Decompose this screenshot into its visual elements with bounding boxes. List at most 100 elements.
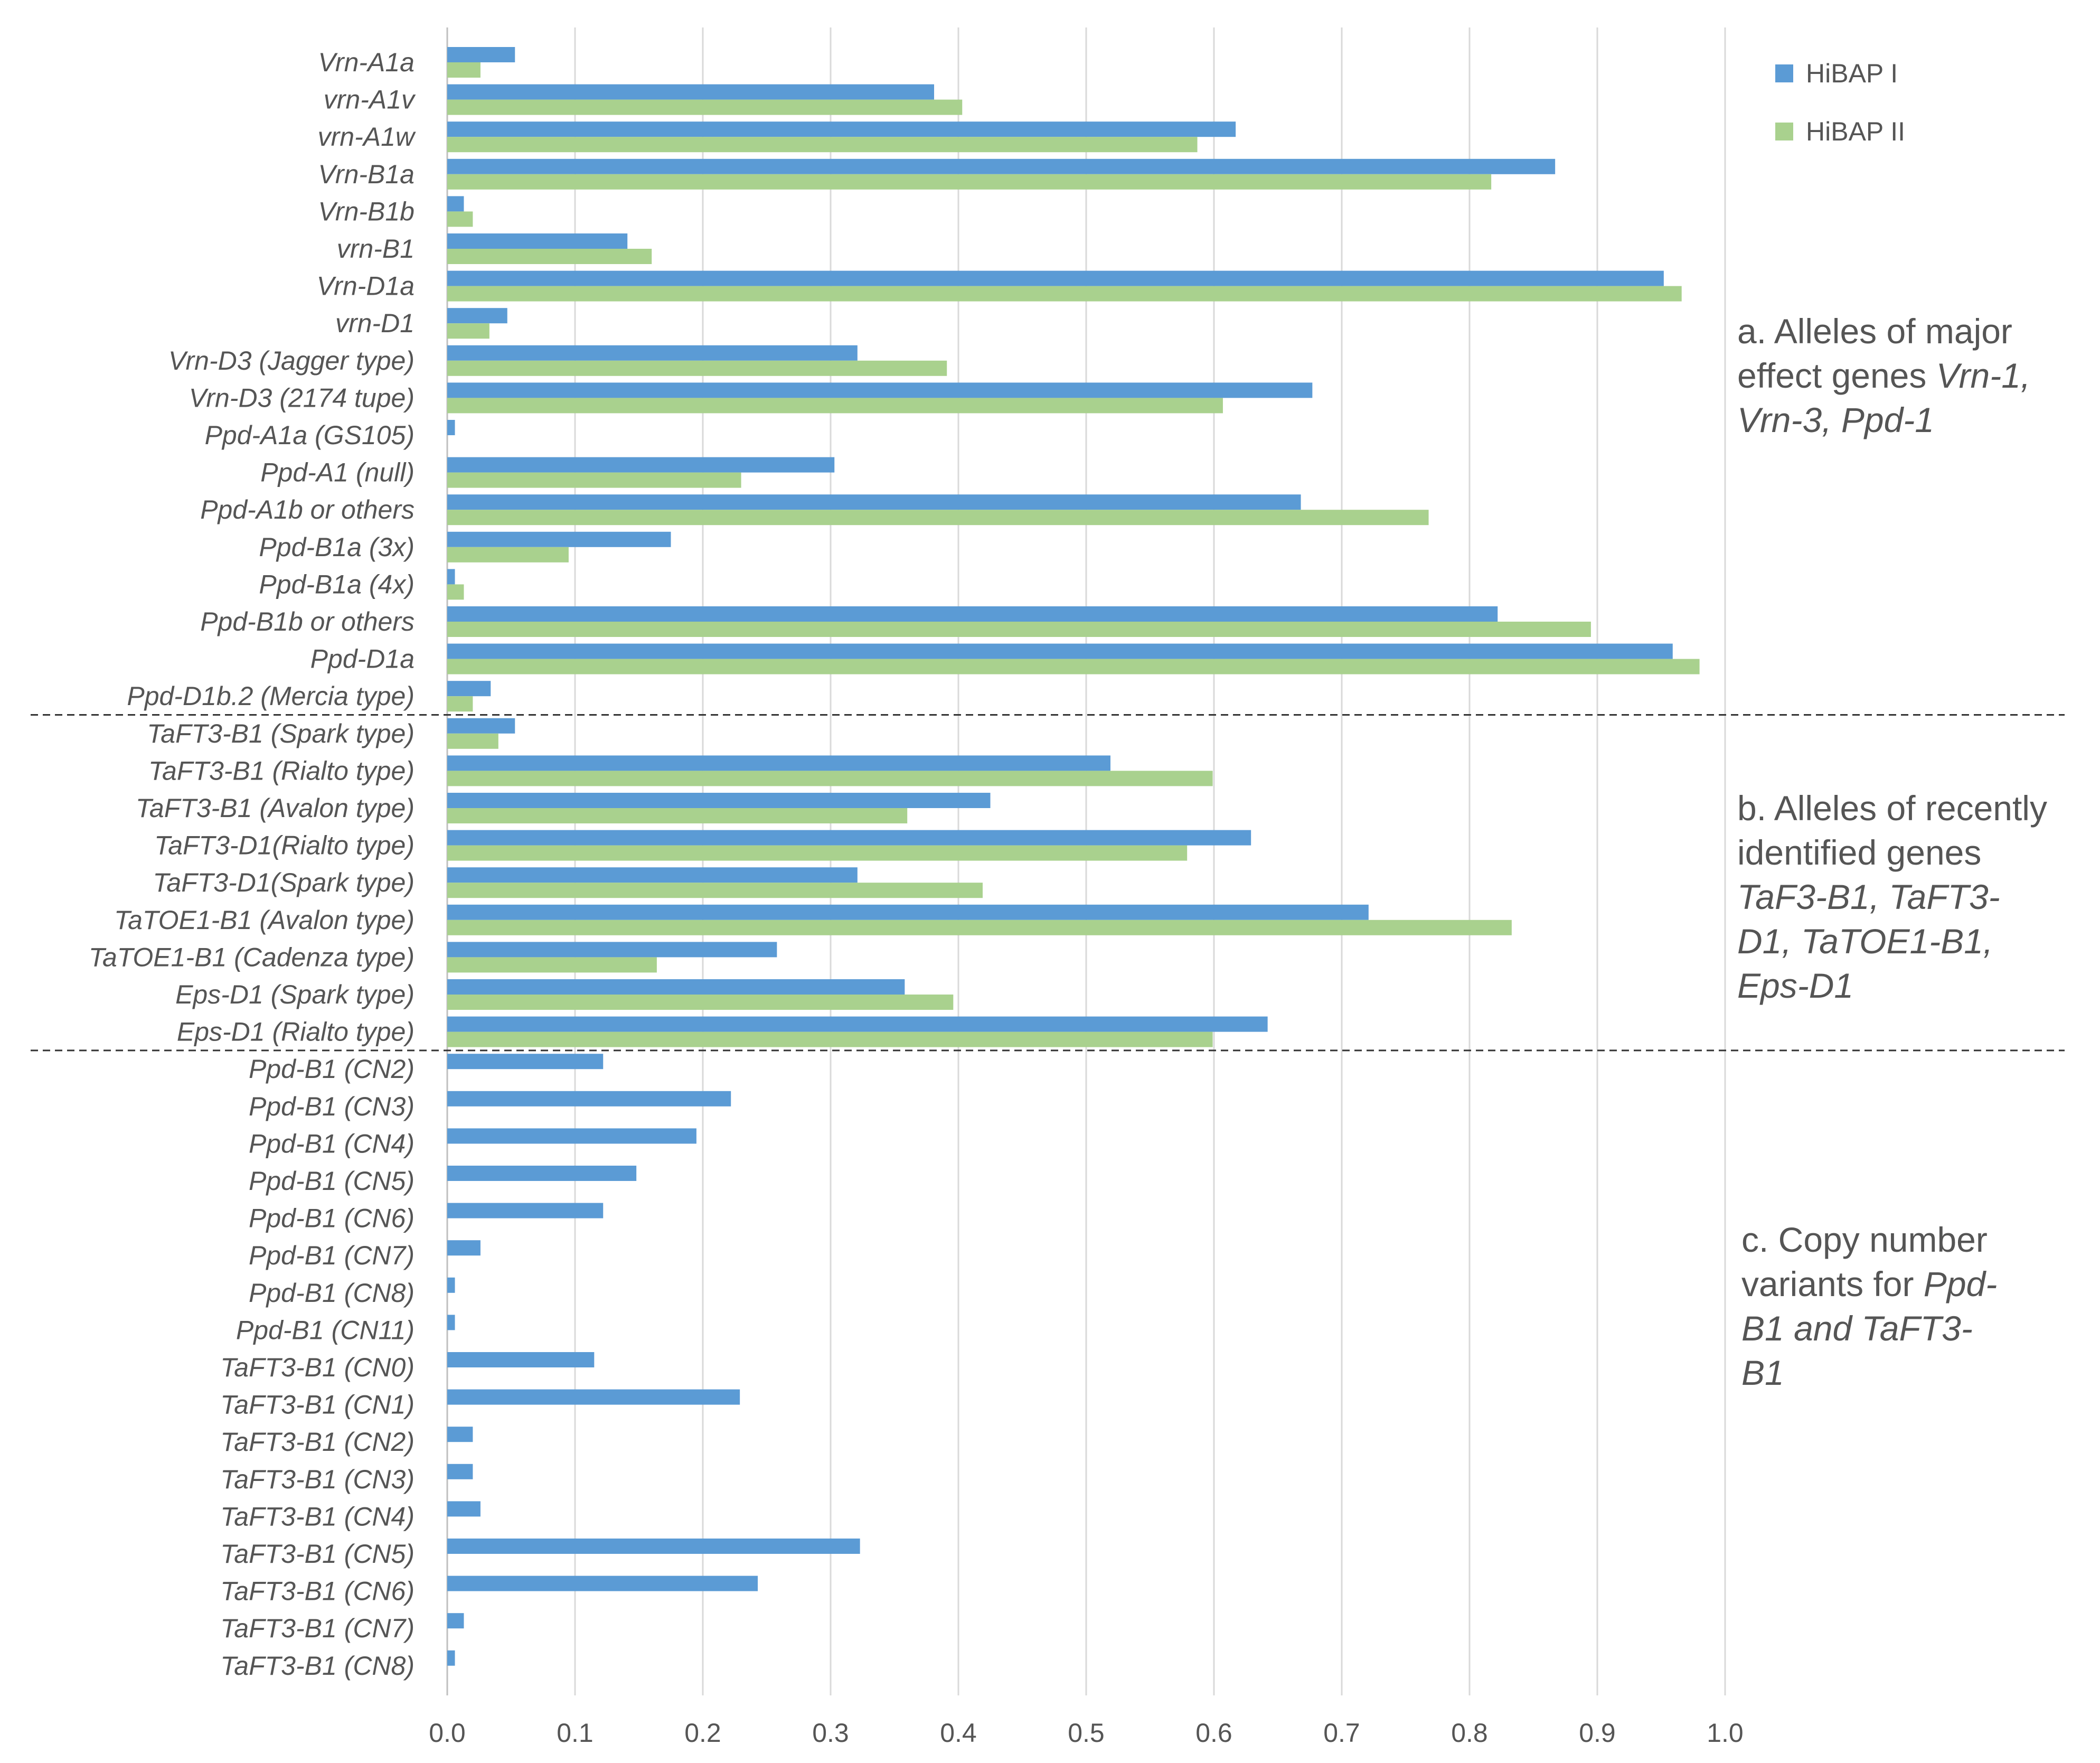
- x-tick-label: 0.2: [684, 1718, 721, 1748]
- category-label: TaFT3-B1 (CN0): [220, 1353, 415, 1382]
- bar-hibap-ii: [447, 472, 741, 488]
- category-label: TaFT3-D1(Rialto type): [154, 831, 415, 860]
- annotation-text: Eps-D1: [1737, 966, 1853, 1005]
- bar-hibap-ii: [447, 845, 1188, 861]
- category-label: TaFT3-B1 (Spark type): [147, 719, 415, 748]
- x-tick-label: 0.1: [557, 1718, 594, 1748]
- bar-hibap-i: [447, 1352, 595, 1367]
- bar-hibap-ii: [447, 771, 1213, 786]
- annotation-text: effect genes: [1737, 356, 1936, 395]
- category-label: TaFT3-B1 (Rialto type): [148, 756, 415, 785]
- x-tick-label: 0.3: [812, 1718, 849, 1748]
- bar-hibap-i: [447, 1166, 637, 1181]
- bar-hibap-ii: [447, 323, 489, 339]
- category-label: Vrn-B1b: [318, 196, 415, 226]
- bar-hibap-i: [447, 84, 935, 100]
- category-label: TaFT3-B1 (CN4): [220, 1502, 415, 1531]
- x-tick-label: 0.7: [1323, 1718, 1360, 1748]
- bar-hibap-i: [447, 531, 671, 547]
- bar-hibap-i: [447, 47, 515, 62]
- bar-hibap-ii: [447, 547, 569, 562]
- x-tick-label: 0.5: [1068, 1718, 1105, 1748]
- x-tick-label: 0.9: [1579, 1718, 1616, 1748]
- annotations: a. Alleles of major effect genes Vrn-1, Vr…: [1737, 312, 2047, 1392]
- bar-hibap-ii: [447, 211, 473, 227]
- category-label: Ppd-B1 (CN6): [249, 1204, 415, 1233]
- bar-hibap-ii: [447, 398, 1223, 414]
- category-label: Eps-D1 (Rialto type): [177, 1017, 415, 1047]
- legend-swatch: [1775, 123, 1793, 140]
- bar-hibap-ii: [447, 99, 963, 115]
- bar-hibap-i: [447, 942, 777, 958]
- category-label: vrn-D1: [335, 308, 415, 338]
- x-tick-label: 0.6: [1195, 1718, 1232, 1748]
- bar-hibap-i: [447, 270, 1664, 286]
- bar-hibap-i: [447, 1576, 758, 1591]
- x-tick-label: 0.4: [940, 1718, 977, 1748]
- bar-hibap-i: [447, 681, 491, 697]
- annotation-b: b. Alleles of recently identified genes Ta…: [1737, 789, 2047, 1005]
- x-tick-label: 1.0: [1707, 1718, 1744, 1748]
- category-label: Ppd-B1 (CN11): [236, 1315, 415, 1345]
- category-label: TaTOE1-B1 (Avalon type): [114, 905, 415, 935]
- annotation-a: a. Alleles of major effect genes Vrn-1, Vr…: [1737, 312, 2030, 439]
- category-label: Vrn-D3 (Jagger type): [168, 346, 415, 376]
- bar-hibap-i: [447, 233, 628, 249]
- bar-hibap-i: [447, 1315, 455, 1330]
- bar-hibap-ii: [447, 584, 464, 600]
- bar-hibap-i: [447, 1389, 740, 1405]
- bar-hibap-ii: [447, 137, 1198, 153]
- bar-hibap-i: [447, 830, 1251, 846]
- bar-hibap-i: [447, 308, 507, 324]
- category-label: Ppd-B1 (CN5): [249, 1166, 415, 1196]
- category-label: Ppd-D1a: [310, 644, 415, 674]
- category-label: Ppd-D1b.2 (Mercia type): [127, 681, 415, 711]
- category-label: TaFT3-B1 (CN5): [220, 1539, 415, 1569]
- bar-hibap-ii: [447, 808, 908, 823]
- gridlines: [446, 27, 1726, 1695]
- bar-hibap-i: [447, 867, 858, 883]
- category-label: TaFT3-B1 (CN6): [220, 1577, 415, 1606]
- category-label: TaFT3-D1(Spark type): [153, 868, 415, 897]
- bar-hibap-i: [447, 1613, 464, 1629]
- x-tick-labels: 0.0 0.1 0.2 0.3 0.4 0.5 0.6 0.7 0.8 0.9 1.0: [429, 1718, 1744, 1748]
- annotation-text: Vrn-3, Ppd-1: [1737, 400, 1934, 439]
- category-label: Ppd-B1 (CN3): [249, 1092, 415, 1121]
- annotation-text: c. Copy number: [1741, 1220, 1988, 1259]
- bar-hibap-i: [447, 1501, 481, 1517]
- annotation-text: Ppd-: [1924, 1264, 1997, 1304]
- annotation-text: identified genes: [1737, 833, 1981, 872]
- bar-hibap-ii: [447, 659, 1700, 674]
- x-tick-label: 0.0: [429, 1718, 466, 1748]
- bar-hibap-ii: [447, 622, 1591, 637]
- bar-hibap-ii: [447, 510, 1429, 526]
- group-separators: [31, 714, 2065, 1052]
- bar-hibap-i: [447, 643, 1673, 659]
- bar-hibap-ii: [447, 696, 473, 712]
- category-label: Vrn-D3 (2174 tupe): [189, 383, 415, 412]
- bar-hibap-i: [447, 1650, 455, 1666]
- category-label: TaFT3-B1 (CN8): [220, 1651, 415, 1681]
- bar-hibap-ii: [447, 286, 1682, 302]
- category-label: Ppd-B1b or others: [200, 607, 415, 636]
- annotation-text: Vrn-1,: [1936, 356, 2031, 395]
- bar-hibap-ii: [447, 733, 498, 749]
- bar-hibap-ii: [447, 360, 947, 376]
- category-label: Ppd-B1 (CN8): [249, 1278, 415, 1308]
- bar-hibap-i: [447, 1054, 604, 1070]
- category-label: TaFT3-B1 (CN1): [220, 1390, 415, 1420]
- bar-hibap-ii: [447, 174, 1492, 190]
- category-labels: Vrn-A1a vrn-A1v vrn-A1w Vrn-B1a Vrn-B1b vrn-B…: [89, 48, 416, 1681]
- bar-hibap-i: [447, 755, 1110, 771]
- category-label: Ppd-A1b or others: [200, 495, 415, 524]
- annotation-text: D1, TaTOE1-B1,: [1737, 922, 1993, 961]
- bar-hibap-i: [447, 1277, 455, 1293]
- bar-hibap-i: [447, 158, 1556, 174]
- category-label: Vrn-D1a: [317, 271, 415, 301]
- category-label: Eps-D1 (Spark type): [175, 980, 415, 1009]
- category-label: vrn-B1: [337, 234, 415, 264]
- legend-swatch: [1775, 64, 1793, 82]
- annotation-text: B1 and TaFT3-: [1741, 1309, 1973, 1348]
- bar-hibap-i: [447, 718, 515, 734]
